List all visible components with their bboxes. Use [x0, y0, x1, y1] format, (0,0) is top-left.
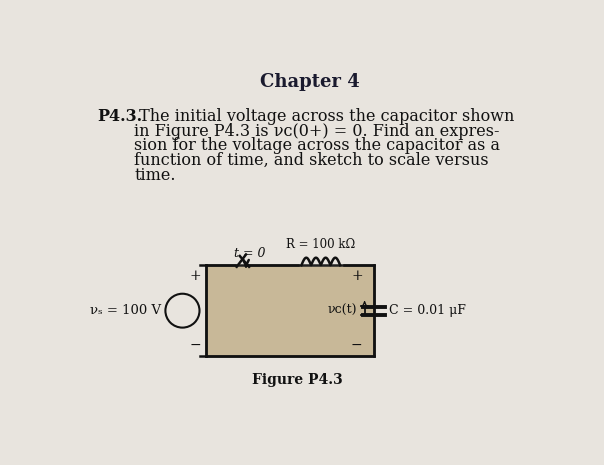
Bar — [206, 265, 374, 356]
Text: −: − — [189, 339, 201, 352]
Text: time.: time. — [135, 166, 176, 184]
Text: Chapter 4: Chapter 4 — [260, 73, 359, 91]
Text: in Figure P4.3 is νᴄ(0+) = 0. Find an expres-: in Figure P4.3 is νᴄ(0+) = 0. Find an ex… — [135, 123, 500, 140]
Text: C = 0.01 μF: C = 0.01 μF — [390, 304, 466, 317]
Text: function of time, and sketch to scale versus: function of time, and sketch to scale ve… — [135, 152, 489, 169]
Text: +: + — [351, 269, 362, 283]
Text: P4.3.: P4.3. — [97, 108, 143, 125]
Text: νₛ = 100 V: νₛ = 100 V — [91, 304, 161, 317]
Text: t = 0: t = 0 — [234, 247, 265, 260]
Text: −: − — [351, 339, 362, 352]
Text: +: + — [189, 269, 201, 283]
Text: Figure P4.3: Figure P4.3 — [252, 373, 343, 387]
Text: νᴄ(t): νᴄ(t) — [327, 304, 357, 317]
Text: sion for the voltage across the capacitor as a: sion for the voltage across the capacito… — [135, 138, 500, 154]
Text: R = 100 kΩ: R = 100 kΩ — [286, 239, 355, 252]
Text: The initial voltage across the capacitor shown: The initial voltage across the capacitor… — [135, 108, 515, 125]
